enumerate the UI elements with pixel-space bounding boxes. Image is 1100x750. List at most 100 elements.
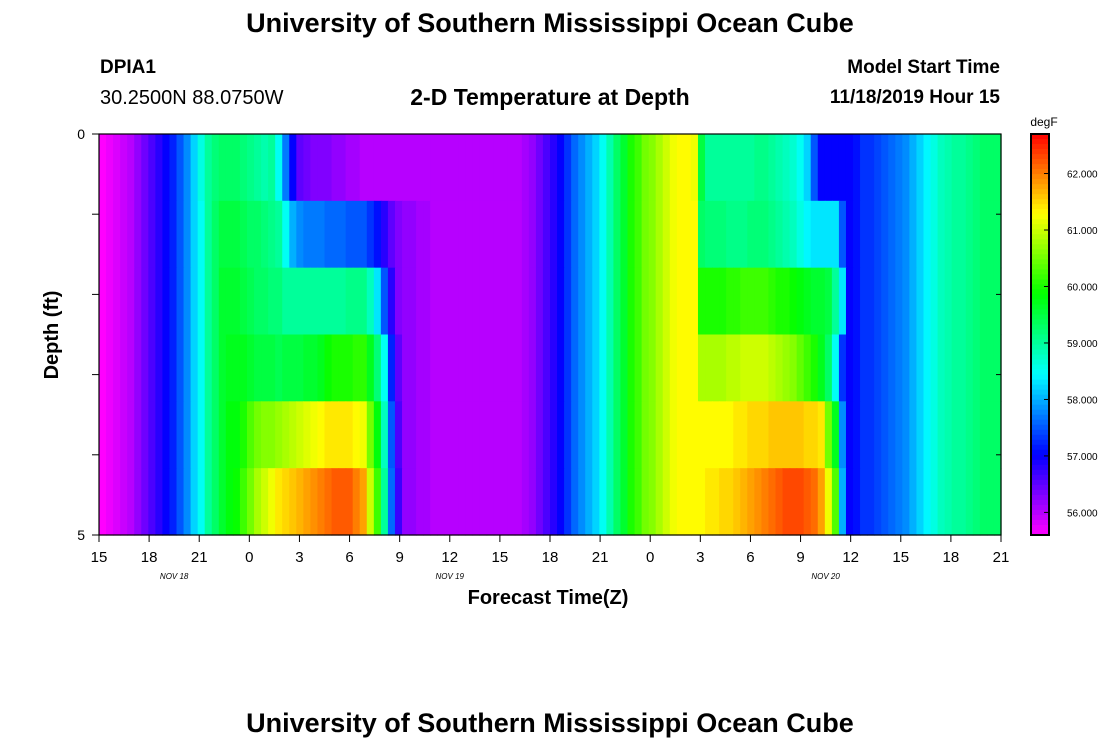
heatmap-cell: [782, 267, 791, 336]
heatmap-cell: [183, 401, 192, 469]
heatmap-cell: [867, 401, 875, 469]
heatmap-cell: [937, 200, 946, 269]
heatmap-cell: [423, 134, 431, 202]
heatmap-cell: [951, 200, 960, 269]
x-tick-label: 9: [395, 549, 403, 566]
heatmap-cell: [176, 334, 185, 402]
heatmap-cell: [275, 468, 283, 536]
heatmap-cell: [916, 200, 925, 269]
heatmap-cell: [867, 468, 875, 536]
heatmap-cell: [486, 334, 495, 402]
heatmap-cell: [993, 401, 1002, 469]
heatmap-cell: [232, 134, 241, 202]
heatmap-cell: [465, 134, 474, 202]
heatmap-cell: [324, 200, 333, 269]
colorbar-segment: [1031, 164, 1049, 170]
heatmap-cell: [225, 267, 234, 336]
heatmap-cell: [930, 200, 939, 269]
heatmap-cell: [310, 401, 319, 469]
heatmap-cell: [486, 134, 495, 202]
heatmap-cell: [120, 334, 128, 402]
heatmap-cell: [352, 200, 361, 269]
heatmap-cell: [578, 334, 586, 402]
heatmap-cell: [824, 401, 833, 469]
heatmap-cell: [387, 334, 396, 402]
heatmap-cell: [930, 267, 939, 336]
heatmap-cell: [190, 334, 199, 402]
heatmap-cell: [345, 334, 354, 402]
heatmap-cell: [740, 334, 748, 402]
heatmap-cell: [345, 267, 354, 336]
heatmap-cell: [606, 334, 615, 402]
heatmap-cell: [204, 267, 213, 336]
heatmap-cell: [542, 200, 551, 269]
heatmap-cell: [409, 134, 417, 202]
colorbar-segment: [1031, 284, 1049, 290]
heatmap-cell: [578, 468, 586, 536]
heatmap-cell: [254, 334, 262, 402]
heatmap-cell: [416, 401, 424, 469]
heatmap-cell: [423, 200, 431, 269]
heatmap-cell: [409, 401, 417, 469]
heatmap-cell: [289, 267, 297, 336]
heatmap-cell: [113, 468, 121, 536]
heatmap-cells: [99, 134, 1002, 536]
heatmap-cell: [972, 200, 981, 269]
heatmap-cell: [345, 401, 354, 469]
heatmap-cell: [902, 134, 910, 202]
heatmap-cell: [712, 200, 720, 269]
heatmap-cell: [817, 401, 826, 469]
colorbar-segment: [1031, 489, 1049, 496]
heatmap-cell: [853, 267, 861, 336]
heatmap-cell: [705, 468, 713, 536]
colorbar: degF 56.000 57.000 58.000 59.000 60.000 61.00…: [1030, 115, 1098, 536]
heatmap-cell: [726, 267, 734, 336]
heatmap-cell: [204, 334, 213, 402]
heatmap-cell: [965, 334, 974, 402]
heatmap-cell: [662, 401, 671, 469]
heatmap-cell: [261, 267, 269, 336]
colorbar-segment: [1031, 429, 1049, 436]
heatmap-cell: [972, 134, 981, 202]
heatmap-cell: [359, 401, 368, 469]
heatmap-cell: [268, 267, 276, 336]
heatmap-cell: [888, 134, 896, 202]
heatmap-cell: [726, 200, 734, 269]
heatmap-cell: [986, 468, 995, 536]
x-tick-label: 18: [943, 549, 960, 566]
x-tick-label: 21: [592, 549, 609, 566]
heatmap-cell: [331, 134, 340, 202]
heatmap-cell: [183, 334, 192, 402]
heatmap-cell: [352, 334, 361, 402]
heatmap-cell: [373, 401, 382, 469]
heatmap-cell: [810, 134, 819, 202]
heatmap-cell: [394, 468, 403, 536]
heatmap-cell: [387, 468, 396, 536]
heatmap-cell: [197, 134, 206, 202]
heatmap-cell: [345, 134, 354, 202]
heatmap-cell: [824, 267, 833, 336]
heatmap-cell: [831, 200, 840, 269]
colorbar-segment: [1031, 269, 1049, 275]
heatmap-cell: [99, 134, 107, 202]
heatmap-cell: [507, 468, 516, 536]
heatmap-cell: [690, 200, 699, 269]
heatmap-cell: [676, 200, 685, 269]
heatmap-cell: [620, 200, 629, 269]
heatmap-cell: [669, 134, 678, 202]
heatmap-cell: [895, 200, 903, 269]
heatmap-cell: [289, 200, 297, 269]
heatmap-cell: [831, 401, 840, 469]
heatmap-cell: [909, 200, 918, 269]
heatmap-cell: [472, 267, 481, 336]
heatmap-cell: [627, 334, 636, 402]
colorbar-segment: [1031, 509, 1049, 516]
heatmap-cell: [225, 334, 234, 402]
heatmap-cell: [923, 401, 932, 469]
heatmap-cell: [592, 401, 600, 469]
heatmap-cell: [669, 468, 678, 536]
heatmap-cell: [733, 334, 741, 402]
heatmap-cell: [239, 334, 248, 402]
heatmap-cell: [817, 267, 826, 336]
heatmap-cell: [239, 267, 248, 336]
